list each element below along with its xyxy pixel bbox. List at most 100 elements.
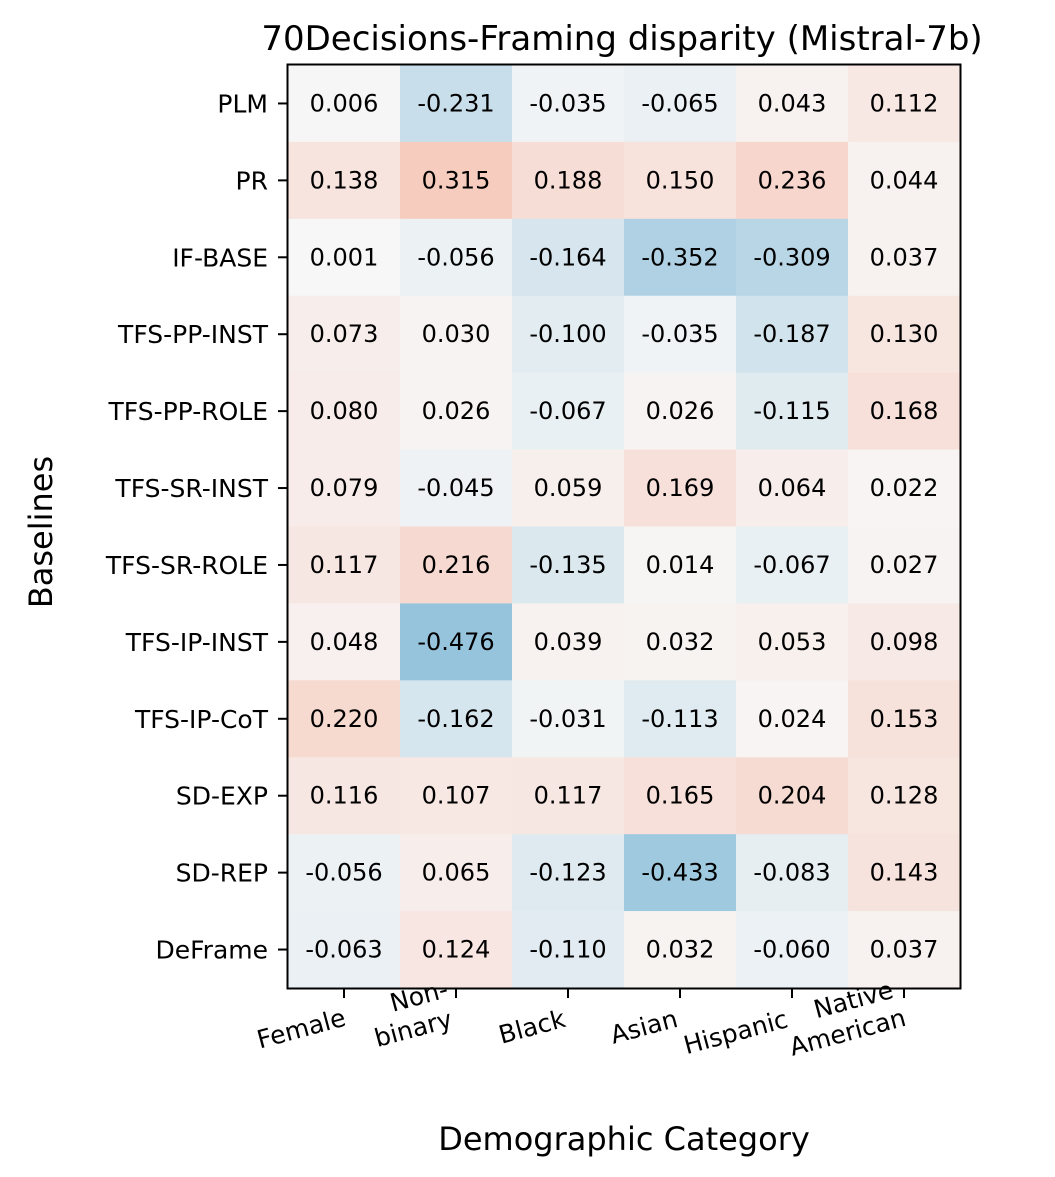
cell-value-label: 0.001 (310, 243, 379, 271)
y-tick-label: TFS-IP-INST (125, 628, 269, 657)
y-tick-label: TFS-IP-CoT (134, 705, 269, 734)
cell-value-label: 0.032 (646, 628, 715, 656)
heatmap-cell (848, 218, 961, 297)
heatmap-cell (512, 141, 625, 220)
heatmap-cell (512, 603, 625, 681)
heatmap-cell (288, 449, 401, 527)
cell-value-label: -0.056 (417, 243, 494, 271)
cell-value-label: 0.124 (422, 936, 491, 964)
heatmap-cell (400, 911, 513, 989)
cell-value-label: 0.130 (870, 320, 939, 348)
cell-value-label: -0.115 (753, 397, 830, 425)
cell-value-label: 0.117 (534, 782, 603, 810)
heatmap-cell (400, 834, 513, 912)
cell-value-label: 0.150 (646, 166, 715, 194)
cell-value-label: -0.100 (529, 320, 606, 348)
heatmap-cell (512, 449, 625, 527)
y-axis-label: Baselines (22, 456, 60, 608)
heatmap-cell (624, 218, 737, 297)
chart-title: 70Decisions-Framing disparity (Mistral-7… (261, 19, 982, 59)
cell-value-label: 0.064 (758, 474, 827, 502)
heatmap-cell (512, 834, 625, 912)
cell-value-label: 0.065 (422, 859, 491, 887)
heatmap-cell (736, 834, 849, 912)
heatmap-cell (624, 141, 737, 220)
heatmap-cell (736, 526, 849, 604)
cell-value-label: -0.031 (529, 705, 606, 733)
heatmap-cell (400, 757, 513, 835)
y-tick-label: TFS-PP-INST (117, 320, 269, 349)
cell-value-label: 0.024 (758, 705, 827, 733)
cell-value-label: 0.165 (646, 782, 715, 810)
heatmap-cell (288, 603, 401, 681)
heatmap-cell (736, 141, 849, 220)
cell-value-label: -0.056 (305, 859, 382, 887)
cell-value-label: -0.035 (529, 89, 606, 117)
cell-value-label: 0.128 (870, 782, 939, 810)
x-tick-label: Black (496, 1004, 569, 1050)
cell-value-label: 0.168 (870, 397, 939, 425)
cell-value-label: 0.236 (758, 166, 827, 194)
cell-value-label: 0.220 (310, 705, 379, 733)
heatmap-cell (848, 141, 961, 220)
heatmap-cell (848, 680, 961, 758)
heatmap-cell (736, 449, 849, 527)
heatmap-cell (736, 372, 849, 451)
cell-value-label: 0.188 (534, 166, 603, 194)
heatmap-cell (400, 449, 513, 527)
cell-value-label: 0.079 (310, 474, 379, 502)
cell-value-label: 0.027 (870, 551, 939, 579)
heatmap-cell (512, 295, 625, 374)
cell-value-label: -0.060 (753, 936, 830, 964)
y-tick-label: IF-BASE (172, 243, 268, 272)
heatmap-cell (512, 526, 625, 604)
heatmap-cell (400, 603, 513, 681)
heatmap-cell (848, 911, 961, 989)
x-tick-label-line: Asian (607, 1004, 680, 1050)
cell-value-label: 0.059 (534, 474, 603, 502)
heatmap-cell (288, 526, 401, 604)
heatmap-cell (400, 65, 513, 143)
cell-value-label: 0.204 (758, 782, 827, 810)
x-tick-label-line: Hispanic (681, 1004, 791, 1060)
cell-value-label: 0.080 (310, 397, 379, 425)
heatmap-cell (512, 65, 625, 143)
y-tick-label: TFS-SR-ROLE (105, 551, 268, 580)
cell-value-label: 0.138 (310, 166, 379, 194)
cell-value-label: -0.433 (641, 859, 718, 887)
heatmap-cell (400, 141, 513, 220)
heatmap-cell (624, 834, 737, 912)
cell-value-label: -0.164 (529, 243, 606, 271)
heatmap-cell (512, 218, 625, 297)
cell-value-label: -0.045 (417, 474, 494, 502)
cell-value-label: 0.048 (310, 628, 379, 656)
cell-value-label: 0.169 (646, 474, 715, 502)
cell-value-label: 0.117 (310, 551, 379, 579)
cell-value-label: -0.187 (753, 320, 830, 348)
heatmap-cell (624, 603, 737, 681)
heatmap-cell (400, 295, 513, 374)
heatmap-cell (624, 295, 737, 374)
cell-value-label: 0.006 (310, 89, 379, 117)
heatmap-cell (624, 757, 737, 835)
cell-value-label: 0.039 (534, 628, 603, 656)
heatmap-cell (288, 218, 401, 297)
cell-value-label: 0.022 (870, 474, 939, 502)
cell-value-label: 0.026 (646, 397, 715, 425)
cell-value-label: -0.067 (753, 551, 830, 579)
cell-value-label: 0.014 (646, 551, 715, 579)
cell-value-label: 0.037 (870, 936, 939, 964)
y-tick-label: TFS-PP-ROLE (108, 397, 269, 426)
heatmap-cell (624, 65, 737, 143)
cell-value-label: -0.309 (753, 243, 830, 271)
heatmap-cell (288, 834, 401, 912)
heatmap-cell (288, 680, 401, 758)
cell-value-label: -0.067 (529, 397, 606, 425)
heatmap-cell (624, 526, 737, 604)
cell-value-label: -0.352 (641, 243, 718, 271)
heatmap-cell (736, 218, 849, 297)
x-tick-label: Female (254, 1003, 349, 1054)
y-axis-ticks: PLM PR IF-BASE TFS-PP-INST TFS-PP-ROLE TFS-SR… (105, 89, 288, 965)
x-tick-label-line: Female (254, 1003, 349, 1054)
plot-frame (286, 63, 962, 990)
